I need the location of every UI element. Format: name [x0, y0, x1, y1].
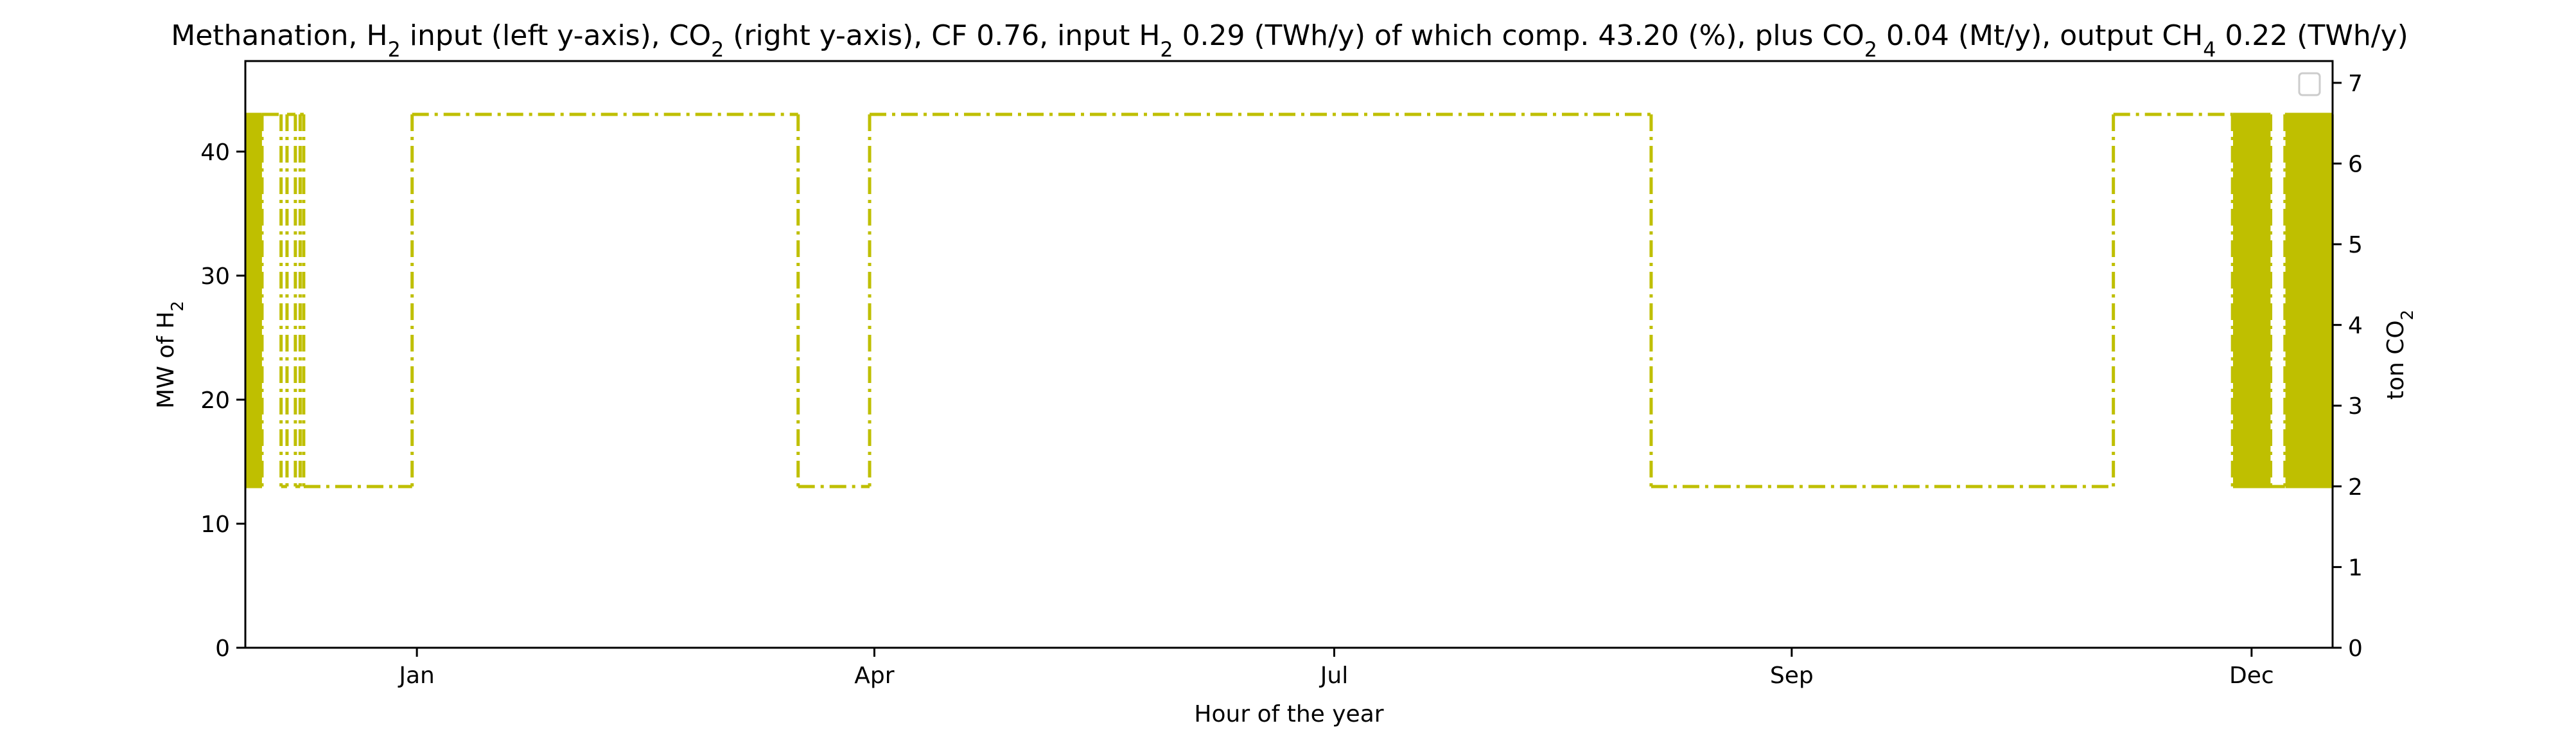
x-tick-label: Apr [854, 663, 894, 689]
right-y-axis-label: ton CO2 [2383, 310, 2417, 400]
right-y-tick-label: 3 [2348, 393, 2363, 420]
left-y-tick-label: 0 [215, 636, 230, 662]
x-axis-label: Hour of the year [1194, 701, 1383, 727]
plot-frame [244, 60, 2334, 649]
x-tick-label: Jul [1319, 663, 1348, 689]
left-y-tick-label: 10 [200, 512, 230, 538]
legend-box [2298, 72, 2321, 96]
left-y-axis: 0 10 20 30 40 [200, 139, 245, 662]
left-y-tick-label: 40 [200, 139, 230, 166]
x-tick-label: Jan [398, 663, 435, 689]
x-axis: Jan Apr Jul Sep Dec [398, 648, 2274, 689]
left-y-tick-label: 20 [200, 387, 230, 414]
left-y-tick-label: 30 [200, 263, 230, 290]
right-y-tick-label: 2 [2348, 474, 2363, 501]
right-y-tick-label: 0 [2348, 636, 2363, 662]
right-y-axis: 0 1 2 3 4 5 6 7 [2333, 71, 2363, 662]
series-h2-input [245, 112, 2334, 488]
plot-area [245, 112, 2334, 488]
left-y-axis-label: MW of H2 [153, 301, 188, 409]
series-segment [2284, 112, 2334, 488]
right-y-tick-label: 1 [2348, 555, 2363, 581]
right-y-tick-label: 6 [2348, 151, 2363, 177]
series-segment [2232, 112, 2271, 488]
right-y-tick-label: 7 [2348, 71, 2363, 97]
series-segment [245, 112, 262, 488]
right-y-tick-label: 5 [2348, 232, 2363, 258]
x-tick-label: Dec [2229, 663, 2274, 689]
chart-title: Methanation, H2 input (left y-axis), CO2… [171, 19, 2408, 62]
x-tick-label: Sep [1770, 663, 1814, 689]
right-y-tick-label: 4 [2348, 313, 2363, 339]
